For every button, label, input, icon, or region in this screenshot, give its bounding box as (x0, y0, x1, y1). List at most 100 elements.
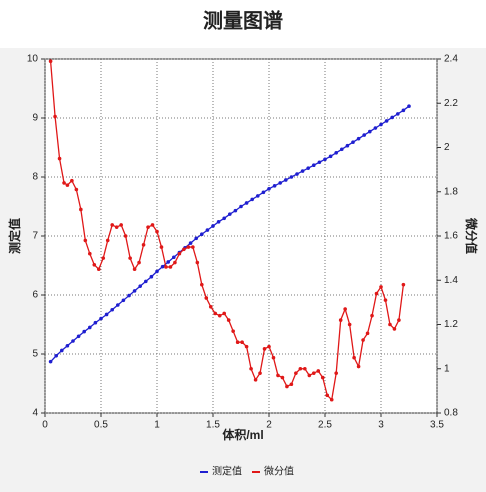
point (57, 156, 62, 161)
point (60, 348, 64, 353)
point (226, 318, 231, 322)
point (204, 296, 209, 300)
point (244, 201, 249, 205)
point (340, 147, 344, 152)
point (351, 140, 355, 144)
point (114, 225, 119, 229)
point (267, 187, 271, 191)
point (323, 157, 327, 162)
point (83, 238, 88, 243)
point (65, 183, 70, 187)
y2-tick-label: 1.8 (444, 186, 458, 197)
point (356, 136, 361, 141)
point (320, 375, 325, 380)
point (119, 223, 123, 227)
x-tick-label: 1.5 (206, 420, 220, 431)
point (362, 133, 367, 137)
point (325, 393, 330, 398)
y2-tick-label: 2 (444, 142, 450, 153)
title-band (0, 0, 486, 48)
point (173, 260, 177, 265)
point (96, 267, 101, 271)
point (48, 359, 53, 364)
point (289, 175, 294, 179)
y-tick-label: 4 (32, 408, 38, 419)
y2-tick-label: 1.6 (444, 231, 458, 242)
y2-tick-label: 2.4 (444, 54, 458, 65)
y-tick-label: 8 (32, 172, 38, 183)
point (235, 340, 240, 345)
point (329, 397, 334, 402)
point (76, 334, 81, 339)
point (93, 320, 98, 325)
point (307, 373, 312, 378)
point (82, 329, 86, 334)
point (155, 229, 159, 234)
point (62, 181, 66, 185)
x-tick-label: 0 (42, 420, 48, 431)
point (99, 316, 103, 321)
point (300, 169, 305, 173)
point (306, 166, 311, 170)
point (150, 223, 155, 227)
point (188, 241, 193, 245)
y-axis-label: 测定值 (7, 218, 22, 254)
point (123, 234, 128, 238)
point (105, 238, 110, 243)
point (208, 305, 213, 309)
point (374, 291, 379, 296)
point (144, 279, 148, 284)
x-tick-label: 0.5 (94, 420, 108, 431)
point (249, 366, 253, 371)
point (368, 129, 372, 134)
point (379, 285, 383, 289)
point (159, 245, 164, 249)
y-tick-label: 10 (27, 54, 39, 65)
point (352, 355, 356, 360)
point (271, 355, 276, 360)
point (222, 311, 226, 316)
point (132, 289, 137, 293)
point (250, 197, 254, 202)
point (317, 160, 322, 165)
y2-axis-label: 微分值 (464, 217, 479, 254)
point (127, 293, 131, 298)
point (110, 307, 114, 312)
point (132, 267, 137, 271)
point (88, 325, 92, 330)
point (303, 366, 307, 371)
y-tick-label: 5 (32, 349, 38, 360)
point (267, 344, 271, 349)
point (116, 303, 120, 307)
point (79, 207, 83, 212)
point (365, 331, 370, 336)
point (182, 247, 186, 252)
point (373, 126, 378, 130)
point (228, 212, 232, 216)
x-tick-label: 1 (154, 420, 160, 431)
point (138, 284, 142, 288)
point (177, 251, 182, 256)
point (356, 364, 361, 369)
point (384, 119, 389, 123)
point (361, 338, 365, 342)
point (396, 112, 400, 116)
point (289, 382, 294, 387)
point (401, 282, 406, 287)
y2-tick-label: 1.4 (444, 275, 458, 286)
point (110, 223, 114, 227)
point (217, 313, 222, 318)
point (146, 225, 150, 229)
y2-tick-label: 0.8 (444, 408, 458, 419)
point (211, 224, 215, 228)
point (53, 114, 57, 119)
point (338, 318, 343, 322)
y2-tick-label: 2.2 (444, 98, 458, 109)
point (70, 178, 74, 183)
point (239, 204, 243, 209)
point (284, 178, 288, 182)
point (216, 220, 221, 224)
point (343, 307, 347, 311)
point (390, 115, 395, 120)
point (155, 269, 159, 274)
